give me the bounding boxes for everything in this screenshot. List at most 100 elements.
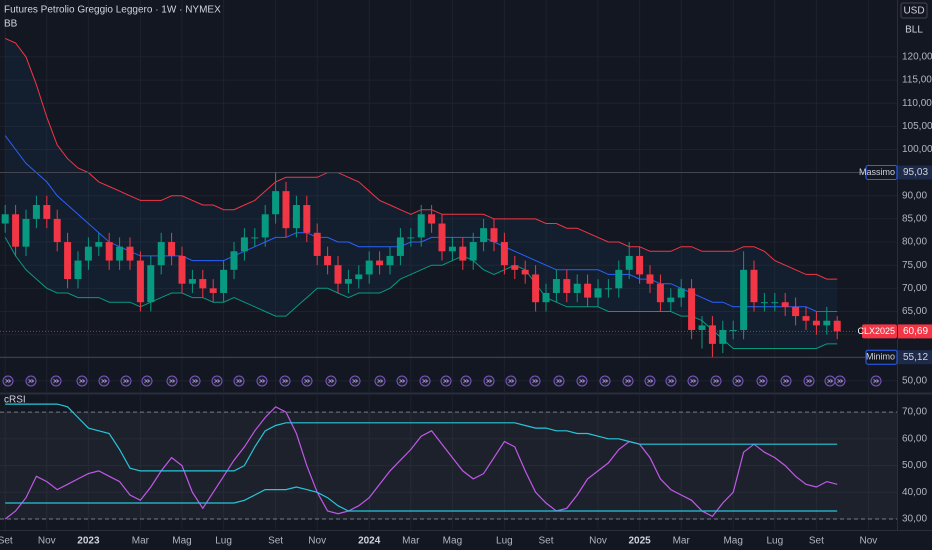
currency[interactable]: USD bbox=[903, 6, 924, 17]
x-tick-label: Set bbox=[538, 536, 553, 547]
event-icon-glyph bbox=[422, 379, 429, 383]
candle-body bbox=[22, 218, 30, 247]
candle-body bbox=[584, 283, 592, 298]
y-tick-label: 85,00 bbox=[902, 214, 927, 225]
candle-body bbox=[209, 288, 217, 293]
candle-body bbox=[760, 302, 768, 304]
candle-body bbox=[32, 205, 40, 219]
unit[interactable]: BLL bbox=[905, 25, 923, 36]
event-icon-glyph bbox=[192, 379, 199, 383]
x-tick-label: Lug bbox=[766, 536, 783, 547]
candle-body bbox=[708, 325, 716, 344]
x-tick-label: Mar bbox=[673, 536, 691, 547]
candle-body bbox=[480, 228, 488, 243]
event-icon-glyph bbox=[625, 379, 632, 383]
candle-body bbox=[324, 255, 332, 266]
candle-body bbox=[532, 274, 540, 303]
candle-body bbox=[261, 214, 269, 238]
indicator-label: cRSI bbox=[4, 395, 26, 406]
event-icon-glyph bbox=[486, 379, 493, 383]
level-label: Minimo bbox=[866, 352, 895, 362]
event-icon-glyph bbox=[282, 379, 289, 383]
event-icon-glyph bbox=[144, 379, 151, 383]
candle-body bbox=[448, 246, 456, 252]
candle-body bbox=[771, 302, 779, 304]
price-tag bbox=[862, 324, 897, 339]
y-tick-label: 80,00 bbox=[902, 237, 927, 248]
candle-body bbox=[563, 279, 571, 293]
y-tick-label: 30,00 bbox=[902, 514, 927, 525]
x-tick-label: Nov bbox=[38, 536, 56, 547]
series-line bbox=[4, 406, 838, 520]
candle-body bbox=[220, 269, 228, 293]
series-line bbox=[5, 403, 838, 472]
candle-body bbox=[188, 279, 196, 284]
indicator-label: BB bbox=[4, 19, 18, 30]
candle-body bbox=[157, 242, 165, 266]
event-icon-glyph bbox=[837, 379, 844, 383]
candle-body bbox=[812, 320, 820, 326]
level-tag bbox=[865, 349, 898, 365]
x-tick-label: Nov bbox=[589, 536, 607, 547]
event-icon-glyph bbox=[259, 379, 266, 383]
candle-body bbox=[105, 242, 113, 261]
y-tick-label: 50,00 bbox=[902, 460, 927, 471]
candle-body bbox=[625, 255, 633, 270]
candle-body bbox=[396, 237, 404, 256]
candle-body bbox=[355, 274, 363, 280]
candle-body bbox=[74, 260, 82, 280]
x-tick-label: Mag bbox=[172, 536, 191, 547]
event-icon-glyph bbox=[647, 379, 654, 383]
event-icon-glyph bbox=[873, 379, 880, 383]
candle-body bbox=[521, 269, 529, 275]
event-icon-glyph bbox=[123, 379, 130, 383]
candle-body bbox=[334, 265, 342, 284]
event-icon-glyph bbox=[827, 379, 834, 383]
y-tick-label: 65,00 bbox=[902, 306, 927, 317]
event-icon-glyph bbox=[304, 379, 311, 383]
event-icon-glyph bbox=[735, 379, 742, 383]
candle-body bbox=[511, 265, 519, 270]
event-icon-glyph bbox=[783, 379, 790, 383]
event-icon-glyph bbox=[713, 379, 720, 383]
candle-body bbox=[376, 260, 384, 266]
event-icon-glyph bbox=[556, 379, 563, 383]
x-tick-label: 2024 bbox=[358, 536, 381, 547]
x-tick-label: Lug bbox=[496, 536, 513, 547]
candle-body bbox=[802, 316, 810, 321]
y-tick-label: 75,00 bbox=[902, 260, 927, 271]
candle-body bbox=[469, 242, 477, 261]
candle-body bbox=[282, 191, 290, 229]
x-tick-label: Set bbox=[809, 536, 824, 547]
x-tick-label: Mar bbox=[132, 536, 150, 547]
candle-body bbox=[95, 242, 103, 247]
price-tag-label: CLX2025 bbox=[857, 326, 895, 336]
candle-body bbox=[552, 279, 560, 293]
candle-body bbox=[136, 260, 144, 303]
event-icon-glyph bbox=[579, 379, 586, 383]
level-tag bbox=[865, 164, 898, 180]
y-tick-label: 40,00 bbox=[902, 487, 927, 498]
candle-body bbox=[292, 205, 300, 229]
candle-body bbox=[729, 329, 737, 331]
x-tick-label: Set bbox=[268, 536, 283, 547]
event-icon-glyph bbox=[5, 379, 12, 383]
event-icon-glyph bbox=[377, 379, 384, 383]
candle-body bbox=[573, 283, 581, 293]
level-value-box bbox=[898, 350, 932, 365]
x-tick-label: Set bbox=[0, 536, 13, 547]
candle-body bbox=[303, 205, 311, 233]
candle-body bbox=[126, 246, 134, 261]
event-icon-glyph bbox=[28, 379, 35, 383]
event-icon-glyph bbox=[532, 379, 539, 383]
candle-body bbox=[646, 274, 654, 284]
currency-box[interactable] bbox=[900, 2, 928, 19]
level-fill bbox=[0, 412, 897, 520]
y-tick-label: 110,00 bbox=[902, 98, 932, 109]
x-tick-label: 2025 bbox=[628, 536, 651, 547]
candle-body bbox=[43, 205, 51, 219]
candle-body bbox=[407, 237, 415, 239]
candle-body bbox=[698, 325, 706, 330]
level-value: 95,03 bbox=[903, 167, 928, 178]
